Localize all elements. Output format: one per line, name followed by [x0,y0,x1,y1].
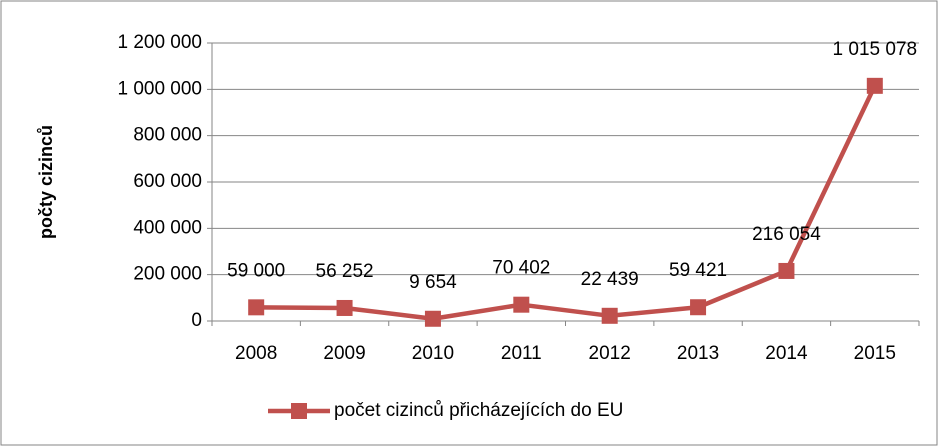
data-label: 216 054 [752,224,821,245]
data-label: 9 654 [409,272,457,293]
data-point [601,307,618,324]
data-line [256,84,877,322]
data-label: 56 252 [316,261,374,282]
legend-marker [291,403,307,419]
x-tick-label: 2008 [235,343,277,364]
y-tick-label: 800 000 [133,125,202,146]
data-point [336,299,353,316]
data-point [424,310,441,327]
x-tick-label: 2010 [412,343,454,364]
x-tick-label: 2015 [854,343,896,364]
y-tick-label: 200 000 [133,264,202,285]
data-label: 59 421 [669,260,727,281]
x-tick-label: 2012 [589,343,631,364]
y-tick-label: 0 [191,310,202,331]
data-label: 70 402 [492,258,550,279]
x-tick-label: 2013 [677,343,719,364]
data-label: 59 000 [227,260,285,281]
legend-label: počet cizinců přicházejících do EU [334,400,623,421]
data-point [866,77,883,94]
y-tick-label: 1 000 000 [117,78,202,99]
y-axis-label: počty cizinců [36,125,56,239]
x-tick-label: 2009 [323,343,365,364]
x-tick-label: 2014 [765,343,808,364]
y-tick-label: 600 000 [133,171,202,192]
y-tick-label: 1 200 000 [117,32,202,53]
y-tick-label: 400 000 [133,217,202,238]
data-point [513,296,530,313]
data-point [778,262,795,279]
data-label: 22 439 [581,269,639,290]
data-label: 1 015 078 [833,39,918,60]
data-point [690,299,707,316]
x-tick-label: 2011 [501,343,542,364]
data-point [248,299,265,316]
